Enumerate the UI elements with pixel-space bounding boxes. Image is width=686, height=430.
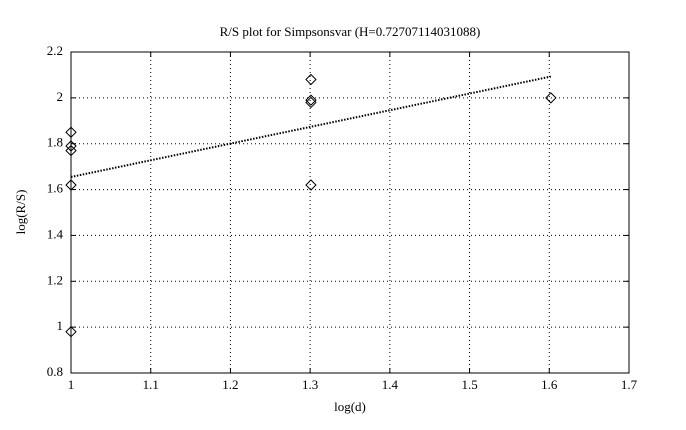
y-tick-label: 0.8 <box>47 364 63 379</box>
x-tick-label: 1.6 <box>541 377 558 392</box>
data-point <box>65 126 77 138</box>
data-point <box>65 144 77 157</box>
fit-line <box>70 75 552 178</box>
x-tick-label: 1.2 <box>222 377 238 392</box>
y-axis-label: log(R/S) <box>13 190 28 235</box>
x-tick-label: 1.5 <box>461 377 477 392</box>
y-tick-label: 1 <box>57 318 64 333</box>
x-axis-label: log(d) <box>334 399 366 414</box>
y-tick-label: 2 <box>57 89 64 104</box>
y-tick-label: 2.2 <box>47 43 63 58</box>
data-point <box>305 96 317 109</box>
x-tick-label: 1.1 <box>143 377 159 392</box>
plot-frame <box>70 51 630 374</box>
chart-title: R/S plot for Simpsonsvar (H=0.7270711403… <box>220 24 481 39</box>
x-tick-label: 1.7 <box>621 377 638 392</box>
data-point <box>65 140 77 152</box>
data-point <box>545 92 557 104</box>
x-tick-label: 1.4 <box>382 377 399 392</box>
y-tick-label: 1.6 <box>47 181 64 196</box>
y-tick-label: 1.2 <box>47 272 63 287</box>
y-tick-label: 1.4 <box>47 226 64 241</box>
y-tick-label: 1.8 <box>47 135 63 150</box>
data-point <box>65 326 77 338</box>
data-point <box>305 94 317 106</box>
data-point <box>305 73 317 86</box>
data-point <box>305 179 317 191</box>
data-point <box>65 179 77 191</box>
x-tick-label: 1.3 <box>302 377 318 392</box>
x-tick-label: 1 <box>68 377 75 392</box>
